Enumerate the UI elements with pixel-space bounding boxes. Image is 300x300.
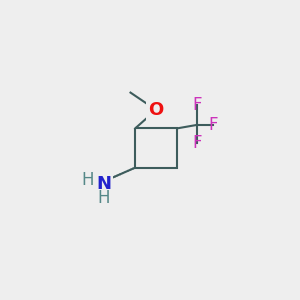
Text: F: F	[208, 116, 218, 134]
Text: N: N	[96, 175, 111, 193]
Text: H: H	[81, 171, 94, 189]
Text: H: H	[98, 189, 110, 207]
Text: F: F	[192, 134, 202, 152]
Text: F: F	[192, 96, 202, 114]
Text: O: O	[148, 101, 164, 119]
